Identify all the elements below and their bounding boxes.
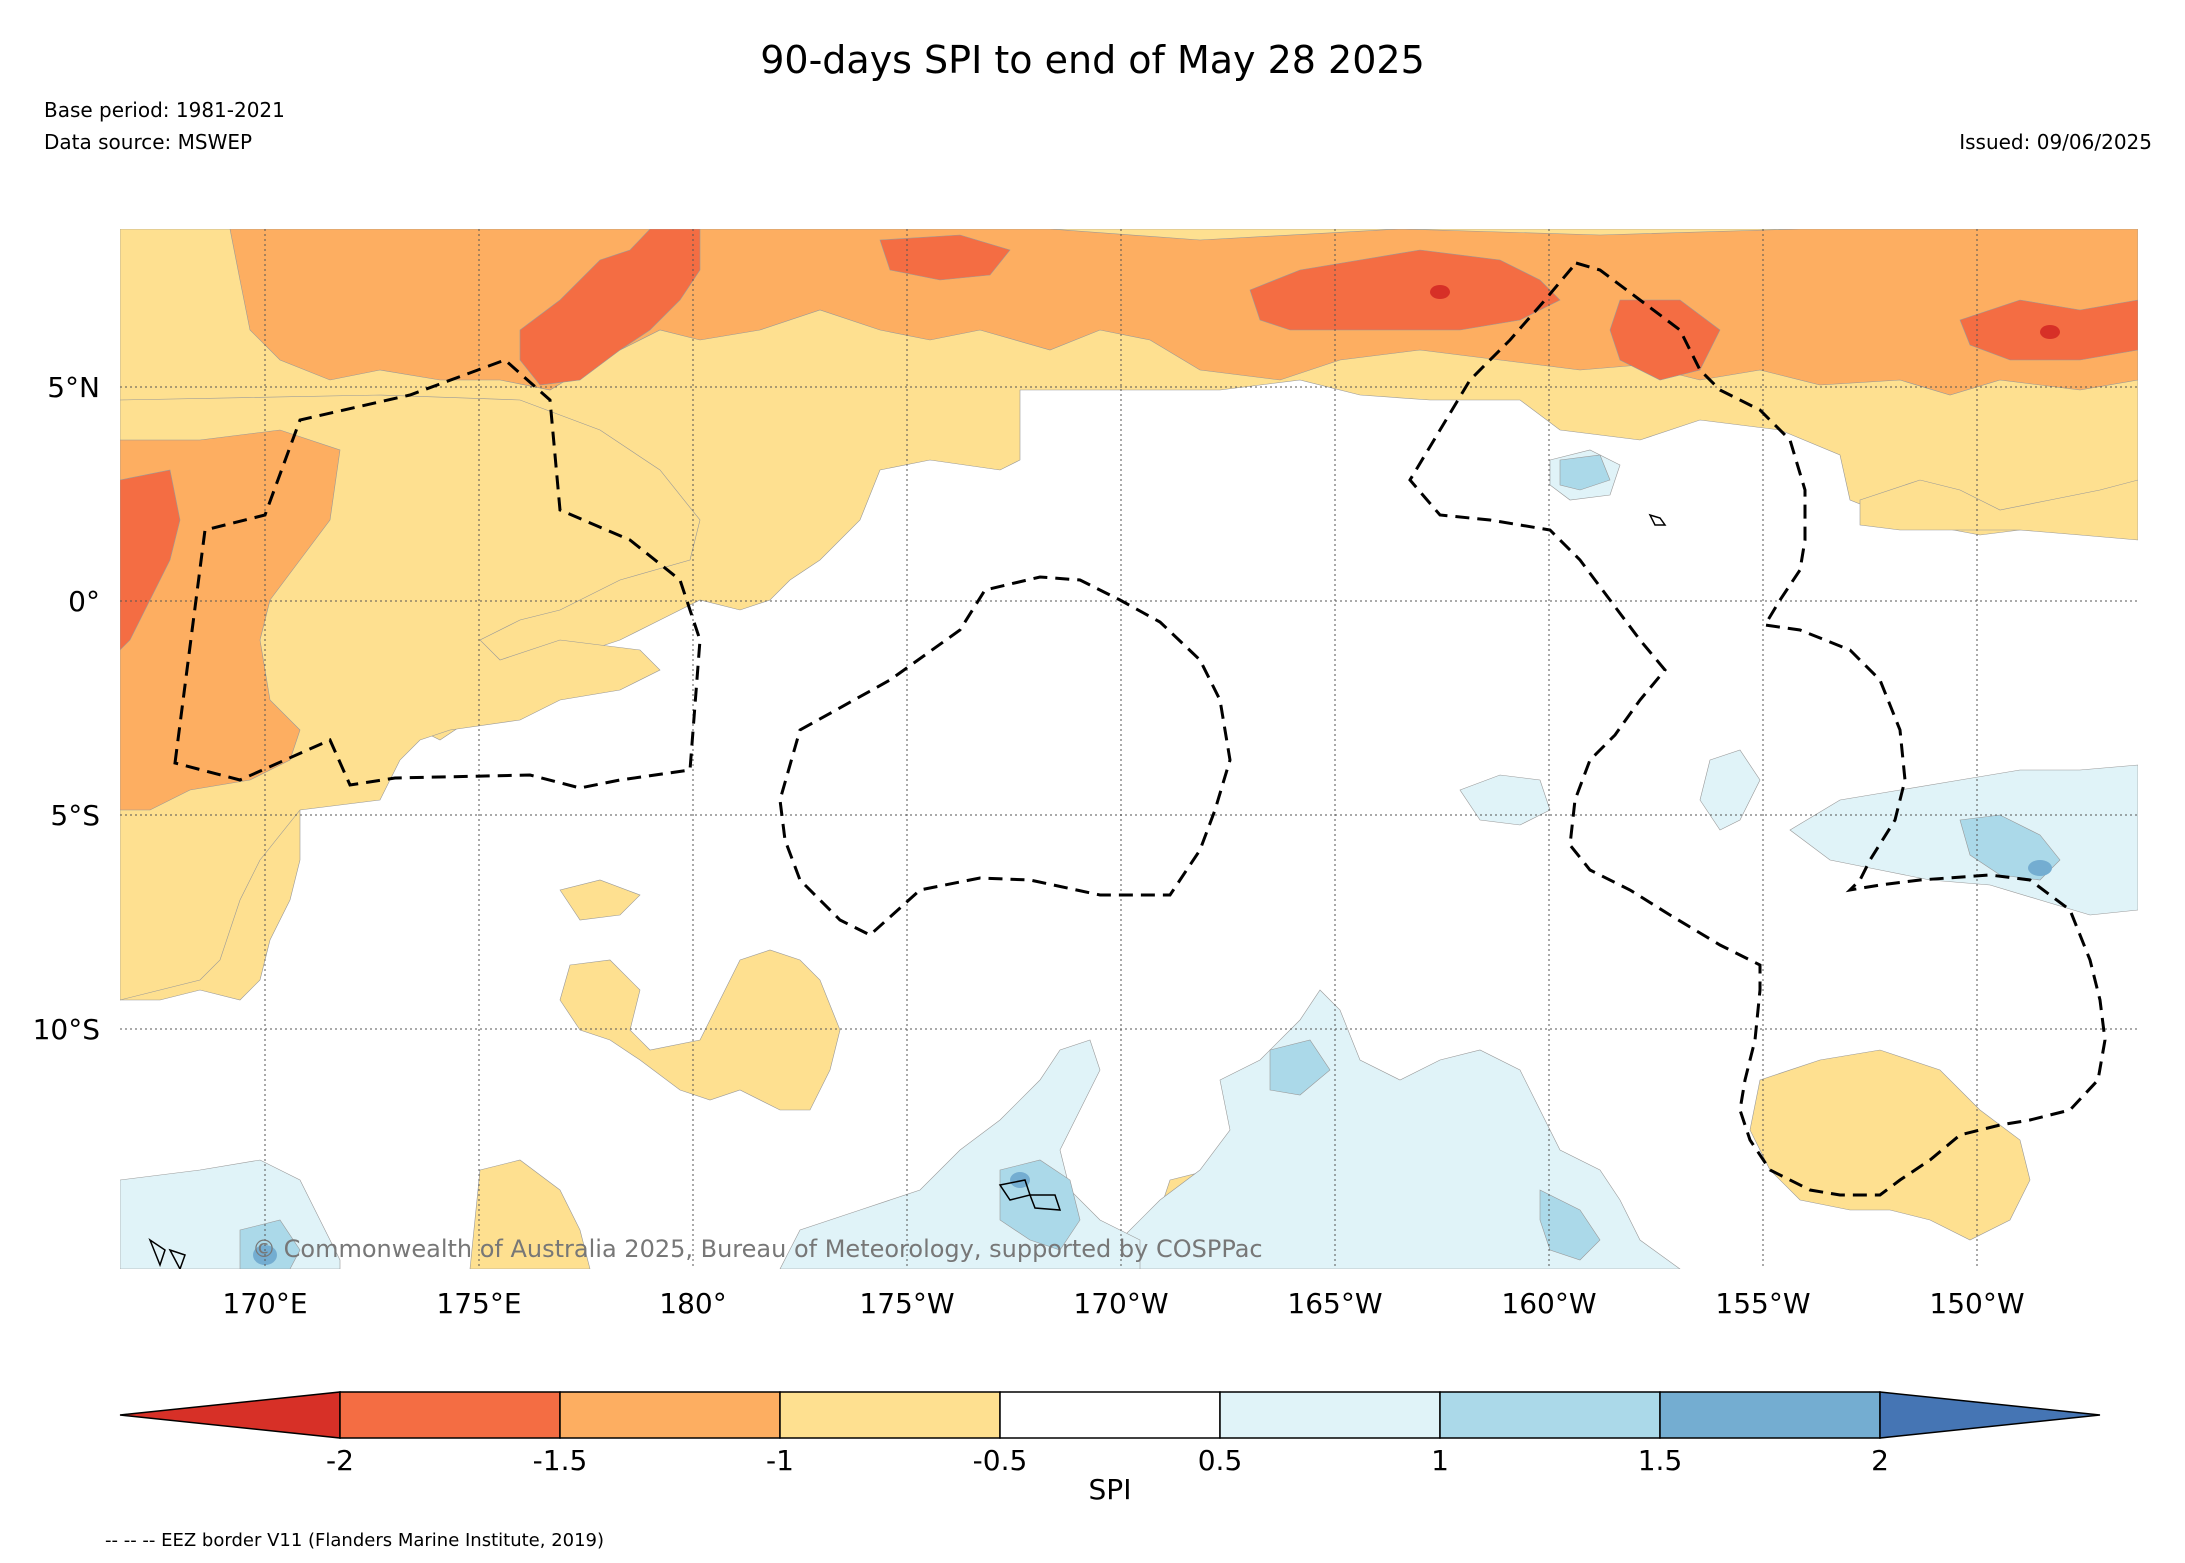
- land-outline-icon: [148, 513, 1667, 1269]
- graticule: [120, 229, 2138, 1269]
- spi-region-west-dark-orange: [120, 469, 181, 651]
- colorbar-extend-high: [1879, 1391, 2101, 1439]
- spi-region-south-yellow-5: [469, 1159, 591, 1269]
- colorbar-bin-3: [779, 1391, 1001, 1439]
- lat-label-5n: 5°N: [47, 371, 100, 404]
- issued-date-text: Issued: 09/06/2025: [1959, 130, 2152, 154]
- colorbar-bin-2: [559, 1391, 781, 1439]
- spi-region-mid-light-blue-3: [1699, 749, 1761, 831]
- copyright-watermark: © Commonwealth of Australia 2025, Bureau…: [252, 1235, 1263, 1263]
- colorbar-bin-5: [1219, 1391, 1441, 1439]
- spi-region-medium-blue-4: [1269, 1039, 1331, 1096]
- eez-footnote: -- -- -- EEZ border V11 (Flanders Marine…: [105, 1530, 605, 1551]
- spi-region-north-dark-orange-1: [519, 229, 701, 386]
- colorbar-extend-low: [119, 1391, 341, 1439]
- colorbar-tick: 1.5: [1638, 1444, 1683, 1477]
- lon-label-150w: 150°W: [1929, 1287, 2024, 1320]
- colorbar-ticks: -2 -1.5 -1 -0.5 0.5 1 1.5 2 SPI: [326, 1444, 1889, 1506]
- colorbar-tick: 1: [1431, 1444, 1449, 1477]
- spi-region-south-yellow-1: [559, 879, 641, 921]
- spi-region-south-light-blue-1: [1099, 989, 1681, 1269]
- longitude-labels: 170°E 175°E 180° 175°W 170°W 165°W 160°W…: [222, 1287, 2024, 1320]
- lon-label-180: 180°: [659, 1287, 726, 1320]
- map-panel: © Commonwealth of Australia 2025, Bureau…: [120, 229, 2138, 1269]
- spi-region-mid-light-blue-1: [1459, 774, 1551, 826]
- colorbar-tick: -1.5: [533, 1444, 588, 1477]
- lon-label-175e: 175°E: [436, 1287, 521, 1320]
- colorbar-label: SPI: [1089, 1473, 1132, 1506]
- lon-label-170w: 170°W: [1073, 1287, 1168, 1320]
- lat-label-5s: 5°S: [50, 799, 100, 832]
- colorbar-tick: 2: [1871, 1444, 1889, 1477]
- data-source-text: Data source: MSWEP: [44, 130, 253, 154]
- colorbar-tick: -1: [766, 1444, 794, 1477]
- spi-region-red-spot-2: [2040, 325, 2060, 339]
- lon-label-155w: 155°W: [1715, 1287, 1810, 1320]
- spi-region-north-dark-orange-2: [1249, 249, 1561, 331]
- lat-label-0: 0°: [68, 585, 100, 618]
- colorbar-tick: -0.5: [973, 1444, 1028, 1477]
- spi-region-east-light-blue: [1789, 764, 2138, 916]
- spi-region-south-yellow-2: [559, 949, 841, 1111]
- spi-region-east-yellow: [1859, 479, 2138, 541]
- spi-region-north-dark-orange-5: [879, 234, 1011, 281]
- spi-region-medium-blue-3: [1539, 1189, 1601, 1261]
- latitude-labels: 5°N 0° 5°S 10°S: [33, 371, 100, 1046]
- colorbar-bin-4: [999, 1391, 1221, 1439]
- spi-region-medium-blue-5: [1559, 454, 1611, 491]
- colorbar-bin-6: [1439, 1391, 1661, 1439]
- lon-label-160w: 160°W: [1501, 1287, 1596, 1320]
- lat-label-10s: 10°S: [33, 1013, 100, 1046]
- spi-region-dark-blue-2: [1010, 1172, 1030, 1188]
- page-title: 90-days SPI to end of May 28 2025: [760, 38, 1425, 82]
- lon-label-175w: 175°W: [859, 1287, 954, 1320]
- colorbar-tick: 0.5: [1198, 1444, 1243, 1477]
- colorbar: [119, 1391, 2101, 1439]
- colorbar-bin-1: [339, 1391, 561, 1439]
- lon-label-170e: 170°E: [222, 1287, 307, 1320]
- spi-region-dark-blue-1: [2028, 860, 2052, 876]
- lon-label-165w: 165°W: [1287, 1287, 1382, 1320]
- eez-border-dashed-icon: [173, 261, 2107, 1197]
- base-period-text: Base period: 1981-2021: [44, 98, 285, 122]
- colorbar-bin-7: [1659, 1391, 1881, 1439]
- spi-region-north-dark-orange-3: [1609, 299, 1721, 381]
- colorbar-tick: -2: [326, 1444, 354, 1477]
- spi-region-red-spot-1: [1430, 285, 1450, 299]
